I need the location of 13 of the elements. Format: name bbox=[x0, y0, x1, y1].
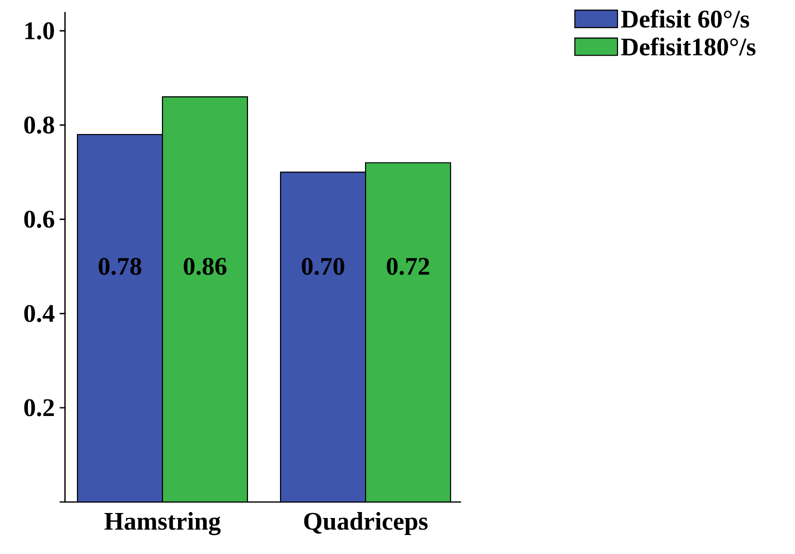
x-tick-label: Hamstring bbox=[104, 512, 221, 536]
y-tick-label: 1.0 bbox=[25, 22, 54, 40]
legend-label: Defisit180°/s bbox=[621, 37, 756, 56]
data-label: 0.86 bbox=[184, 258, 226, 276]
legend-label: Defisit 60°/s bbox=[621, 10, 750, 28]
x-tick-label: Quadriceps bbox=[304, 512, 428, 536]
y-tick-label: 0.2 bbox=[24, 399, 54, 416]
data-label: 0.70 bbox=[302, 258, 344, 276]
data-label: 0.78 bbox=[98, 258, 142, 276]
y-tick-label: 0.8 bbox=[24, 116, 54, 134]
y-tick-label: 0.6 bbox=[24, 210, 54, 228]
data-label: 0.72 bbox=[386, 258, 430, 276]
y-tick-label: 0.4 bbox=[24, 304, 54, 322]
